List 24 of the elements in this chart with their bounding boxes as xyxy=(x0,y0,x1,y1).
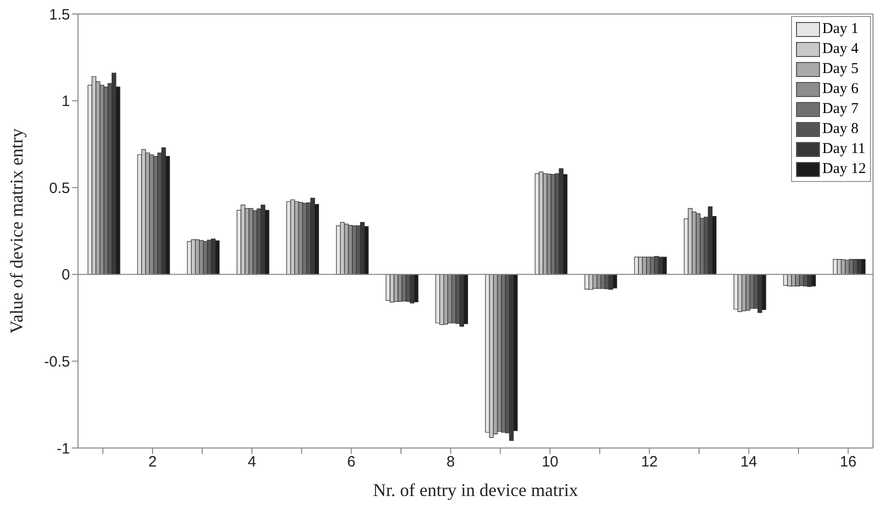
y-tick-label: -0.5 xyxy=(44,354,70,371)
y-tick-label: 1.5 xyxy=(49,6,70,24)
x-tick-label: 10 xyxy=(542,454,558,471)
x-tick-label: 4 xyxy=(248,454,256,471)
legend-label: Day 8 xyxy=(822,120,858,139)
y-tick-label: 0 xyxy=(62,266,70,284)
x-tick-label: 2 xyxy=(148,454,157,471)
legend-label: Day 7 xyxy=(822,100,858,119)
legend-label: Day 12 xyxy=(822,160,866,179)
legend-label: Day 1 xyxy=(822,20,858,39)
y-tick-label: 0.5 xyxy=(49,180,70,197)
legend-label: Day 5 xyxy=(822,60,858,79)
x-tick-label: 8 xyxy=(446,454,455,471)
x-tick-label: 6 xyxy=(347,454,356,471)
y-tick-label: 1 xyxy=(62,93,70,110)
x-axis-title: Nr. of entry in device matrix xyxy=(373,480,578,500)
y-axis-title: Value of device matrix entry xyxy=(6,128,26,334)
x-tick-label: 16 xyxy=(840,454,856,471)
legend-label: Day 4 xyxy=(822,40,858,59)
x-tick-label: 12 xyxy=(641,454,658,471)
legend-label: Day 6 xyxy=(822,80,858,99)
y-tick-label: -1 xyxy=(56,440,70,458)
x-tick-label: 14 xyxy=(740,454,758,471)
legend-label: Day 11 xyxy=(822,140,866,159)
